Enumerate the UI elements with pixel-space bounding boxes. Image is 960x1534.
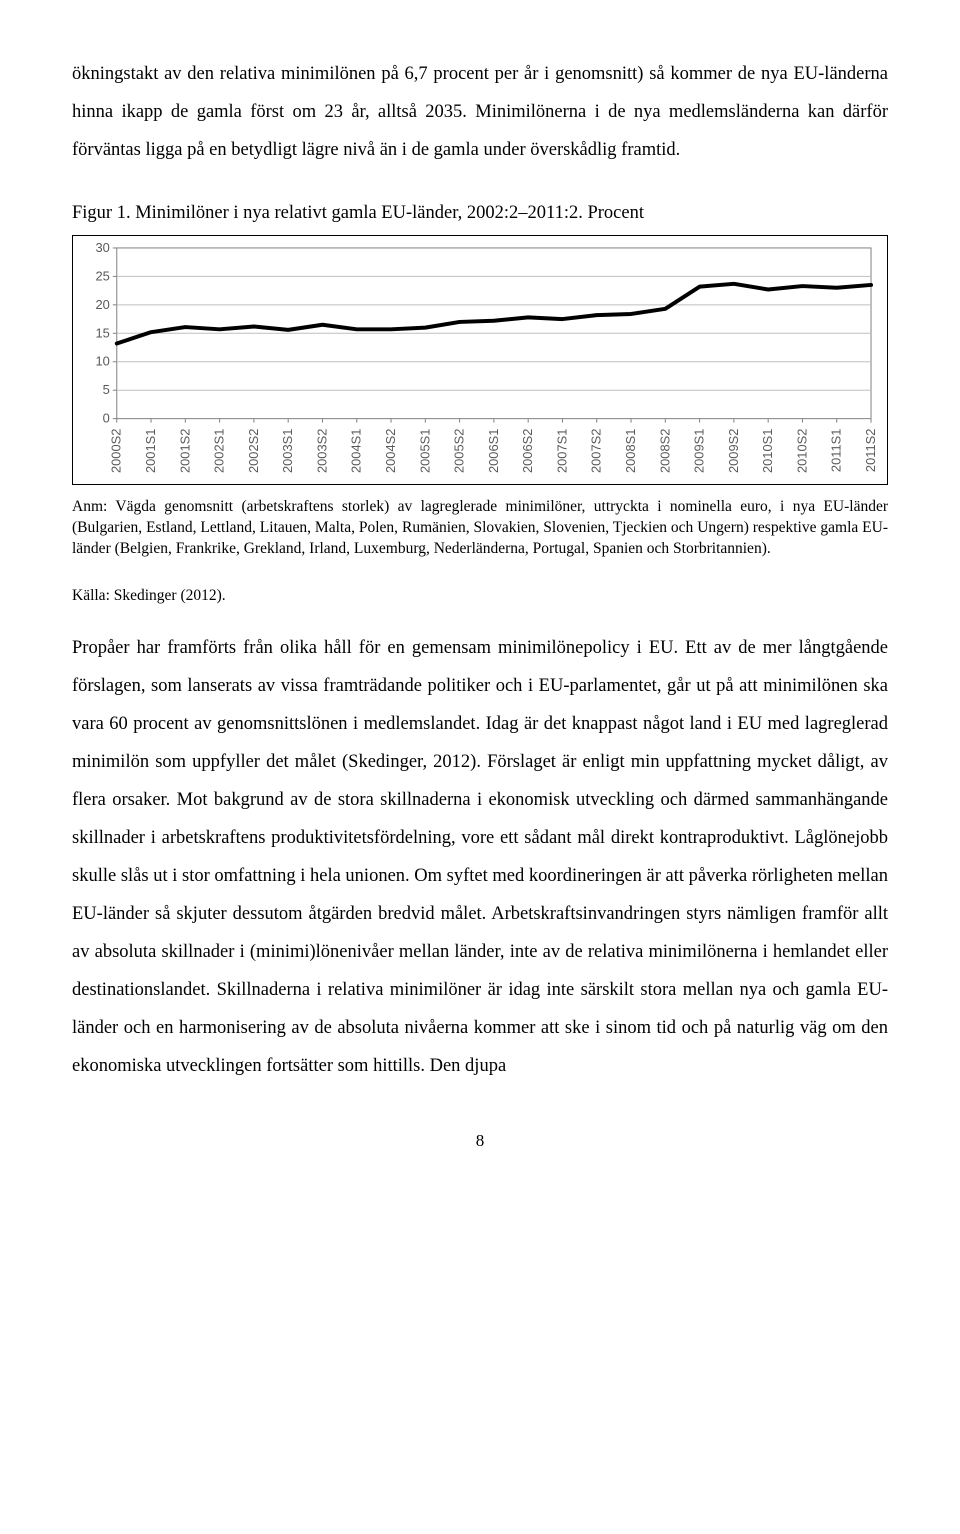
svg-text:2004S2: 2004S2 <box>383 428 398 472</box>
svg-text:2003S1: 2003S1 <box>280 428 295 472</box>
svg-text:2001S2: 2001S2 <box>177 428 192 472</box>
svg-text:2011S1: 2011S1 <box>829 428 844 472</box>
figure-caption: Figur 1. Minimilöner i nya relativt gaml… <box>72 200 888 227</box>
body-paragraph: Propåer har framförts från olika håll fö… <box>72 630 888 1085</box>
svg-text:2010S2: 2010S2 <box>794 428 809 472</box>
svg-text:15: 15 <box>95 325 109 340</box>
svg-text:25: 25 <box>95 268 109 283</box>
minimum-wage-chart: 0 5 10 15 20 25 30 2000S2 2001S1 2001S2 2002S1 2002… <box>83 242 877 480</box>
svg-text:2011S2: 2011S2 <box>863 428 877 472</box>
svg-text:5: 5 <box>103 382 110 397</box>
svg-text:2008S1: 2008S1 <box>623 428 638 472</box>
svg-text:2010S1: 2010S1 <box>760 428 775 472</box>
svg-text:2001S1: 2001S1 <box>143 428 158 472</box>
svg-text:2007S1: 2007S1 <box>554 428 569 472</box>
svg-text:2007S2: 2007S2 <box>589 428 604 472</box>
svg-text:10: 10 <box>95 353 109 368</box>
intro-paragraph: ökningstakt av den relativa minimilönen … <box>72 56 888 170</box>
svg-text:2004S1: 2004S1 <box>349 428 364 472</box>
chart-note: Anm: Vägda genomsnitt (arbetskraftens st… <box>72 497 888 560</box>
svg-text:2000S2: 2000S2 <box>109 428 124 472</box>
svg-text:2005S1: 2005S1 <box>417 428 432 472</box>
svg-text:2008S2: 2008S2 <box>657 428 672 472</box>
line-chart-container: 0 5 10 15 20 25 30 2000S2 2001S1 2001S2 2002S1 2002… <box>72 235 888 485</box>
svg-text:2006S1: 2006S1 <box>486 428 501 472</box>
svg-text:30: 30 <box>95 242 109 255</box>
svg-text:2005S2: 2005S2 <box>452 428 467 472</box>
svg-text:2002S1: 2002S1 <box>212 428 227 472</box>
svg-text:2006S2: 2006S2 <box>520 428 535 472</box>
svg-text:20: 20 <box>95 296 109 311</box>
svg-text:2002S2: 2002S2 <box>246 428 261 472</box>
svg-text:2003S2: 2003S2 <box>314 428 329 472</box>
svg-text:2009S1: 2009S1 <box>692 428 707 472</box>
svg-text:0: 0 <box>103 410 110 425</box>
chart-source: Källa: Skedinger (2012). <box>72 586 888 607</box>
page-number: 8 <box>72 1124 888 1159</box>
svg-text:2009S2: 2009S2 <box>726 428 741 472</box>
